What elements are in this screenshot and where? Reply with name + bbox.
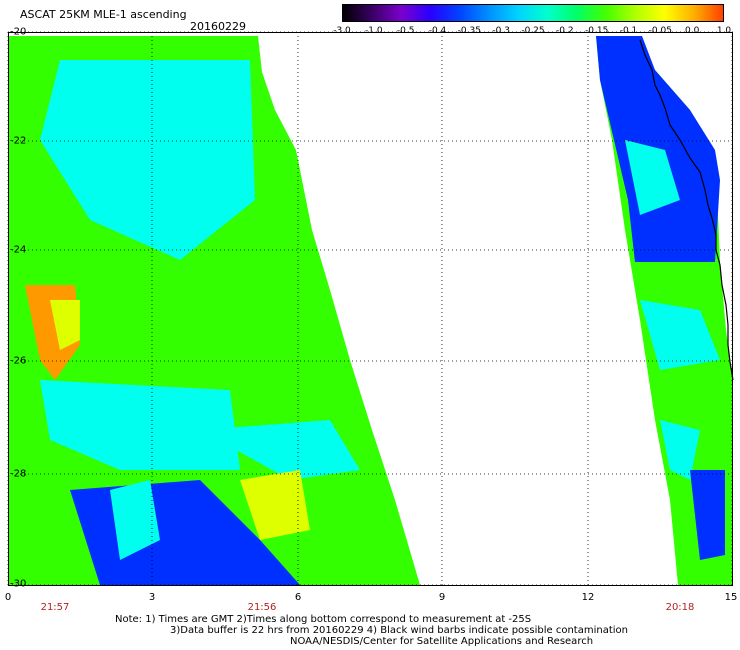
- y-tick-label: -26: [10, 355, 27, 367]
- time-label: 21:56: [247, 602, 277, 613]
- colorbar-tick-label: -1.0: [365, 26, 383, 36]
- time-label: 20:18: [665, 602, 695, 613]
- time-label: 21:57: [40, 602, 70, 613]
- x-tick-label: 3: [148, 592, 156, 603]
- swath-left-cyan: [40, 380, 240, 470]
- swath-right-blue: [690, 470, 725, 560]
- coastline: [639, 39, 734, 381]
- swath-left-cyan: [200, 420, 360, 480]
- swath-right-cyan: [625, 140, 680, 215]
- x-tick-label: 12: [581, 592, 595, 603]
- swath-left-yellow: [240, 470, 310, 540]
- x-tick-label: 15: [724, 592, 738, 603]
- y-tick-label: -22: [10, 135, 27, 147]
- swath-left-cyan: [40, 60, 255, 260]
- map-title: ASCAT 25KM MLE-1 ascending: [20, 8, 187, 21]
- swath-left-cyan: [110, 480, 160, 560]
- note-line-3: NOAA/NESDIS/Center for Satellite Applica…: [290, 636, 594, 647]
- swath-right-cyan: [660, 420, 700, 480]
- y-tick-label: -20: [10, 26, 27, 38]
- colorbar-tick-label: -0.4: [428, 26, 447, 36]
- colorbar-tick-label: -3.0: [333, 26, 351, 36]
- x-tick-label: 6: [294, 592, 302, 603]
- colorbar-tick-label: 1.0: [716, 26, 732, 36]
- note-line-1: Note: 1) Times are GMT 2)Times along bot…: [115, 614, 532, 625]
- x-tick-label: 9: [438, 592, 446, 603]
- swath-layer: [8, 36, 733, 585]
- y-tick-label: -30: [10, 578, 27, 590]
- colorbar-tick-label: -0.3: [492, 26, 510, 36]
- map-date: 20160229: [190, 20, 246, 33]
- colorbar-tick-label: -0.5: [396, 26, 415, 36]
- swath-right-cyan: [640, 300, 720, 370]
- swath-left-yellow: [50, 300, 80, 350]
- colorbar-tick-label: -0.05: [648, 26, 672, 36]
- colorbar: [342, 4, 724, 22]
- colorbar-tick-label: -0.2: [556, 26, 574, 36]
- colorbar-labels: -3.0 -1.0 -0.5 -0.4 -0.35 -0.3 -0.25 -0.2 -0.15-…: [320, 26, 740, 38]
- colorbar-tick-label: -0.15: [585, 26, 609, 36]
- colorbar-tick-label: -0.1: [619, 26, 638, 36]
- plot-frame: [8, 32, 733, 586]
- colorbar-tick-label: -0.35: [457, 26, 481, 36]
- y-tick-label: -28: [10, 468, 27, 480]
- x-tick-label: 0: [4, 592, 12, 603]
- y-tick-label: -24: [10, 244, 27, 256]
- colorbar-tick-label: -0.25: [521, 26, 545, 36]
- note-line-2: 3)Data buffer is 22 hrs from 20160229 4)…: [170, 625, 628, 636]
- colorbar-tick-label: 0.0: [684, 26, 700, 36]
